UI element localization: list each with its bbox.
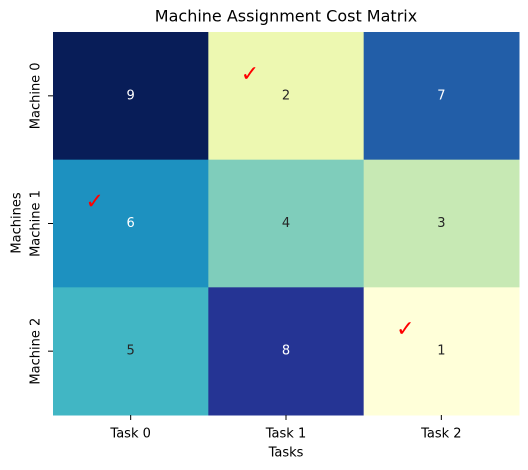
cell-label: 3 bbox=[437, 216, 445, 231]
heatmap-cell bbox=[363, 287, 520, 416]
cell-label: 5 bbox=[127, 344, 135, 359]
heatmap-cell bbox=[363, 159, 520, 288]
heatmap-cell bbox=[53, 159, 209, 288]
cell-label: 8 bbox=[282, 344, 290, 359]
cell-label: 9 bbox=[127, 88, 135, 103]
chart-title: Machine Assignment Cost Matrix bbox=[155, 7, 417, 26]
cell-label: 2 bbox=[282, 88, 290, 103]
heatmap-cell bbox=[53, 32, 209, 161]
x-tick-label: Task 1 bbox=[265, 427, 306, 442]
cell-label: 7 bbox=[437, 88, 445, 103]
x-axis-label: Tasks bbox=[268, 446, 304, 461]
heatmap-cell bbox=[363, 32, 520, 161]
cell-label: 1 bbox=[437, 344, 445, 359]
heatmap-cell bbox=[208, 287, 365, 416]
assignment-marker: ✓ bbox=[396, 317, 414, 342]
assignment-marker: ✓ bbox=[241, 62, 259, 87]
x-tick-label: Task 0 bbox=[109, 427, 150, 442]
y-tick-label: Machine 1 bbox=[29, 190, 44, 257]
cell-label: 4 bbox=[282, 216, 290, 231]
x-tick-label: Task 2 bbox=[420, 427, 461, 442]
heatmap-cell bbox=[208, 32, 365, 161]
y-tick-label: Machine 0 bbox=[29, 62, 44, 129]
cell-label: 6 bbox=[127, 216, 135, 231]
y-axis-label: Machines bbox=[10, 192, 25, 253]
assignment-marker: ✓ bbox=[85, 190, 103, 215]
heatmap-cell bbox=[53, 287, 209, 416]
y-tick-label: Machine 2 bbox=[29, 318, 44, 385]
heatmap-cell bbox=[208, 159, 365, 288]
